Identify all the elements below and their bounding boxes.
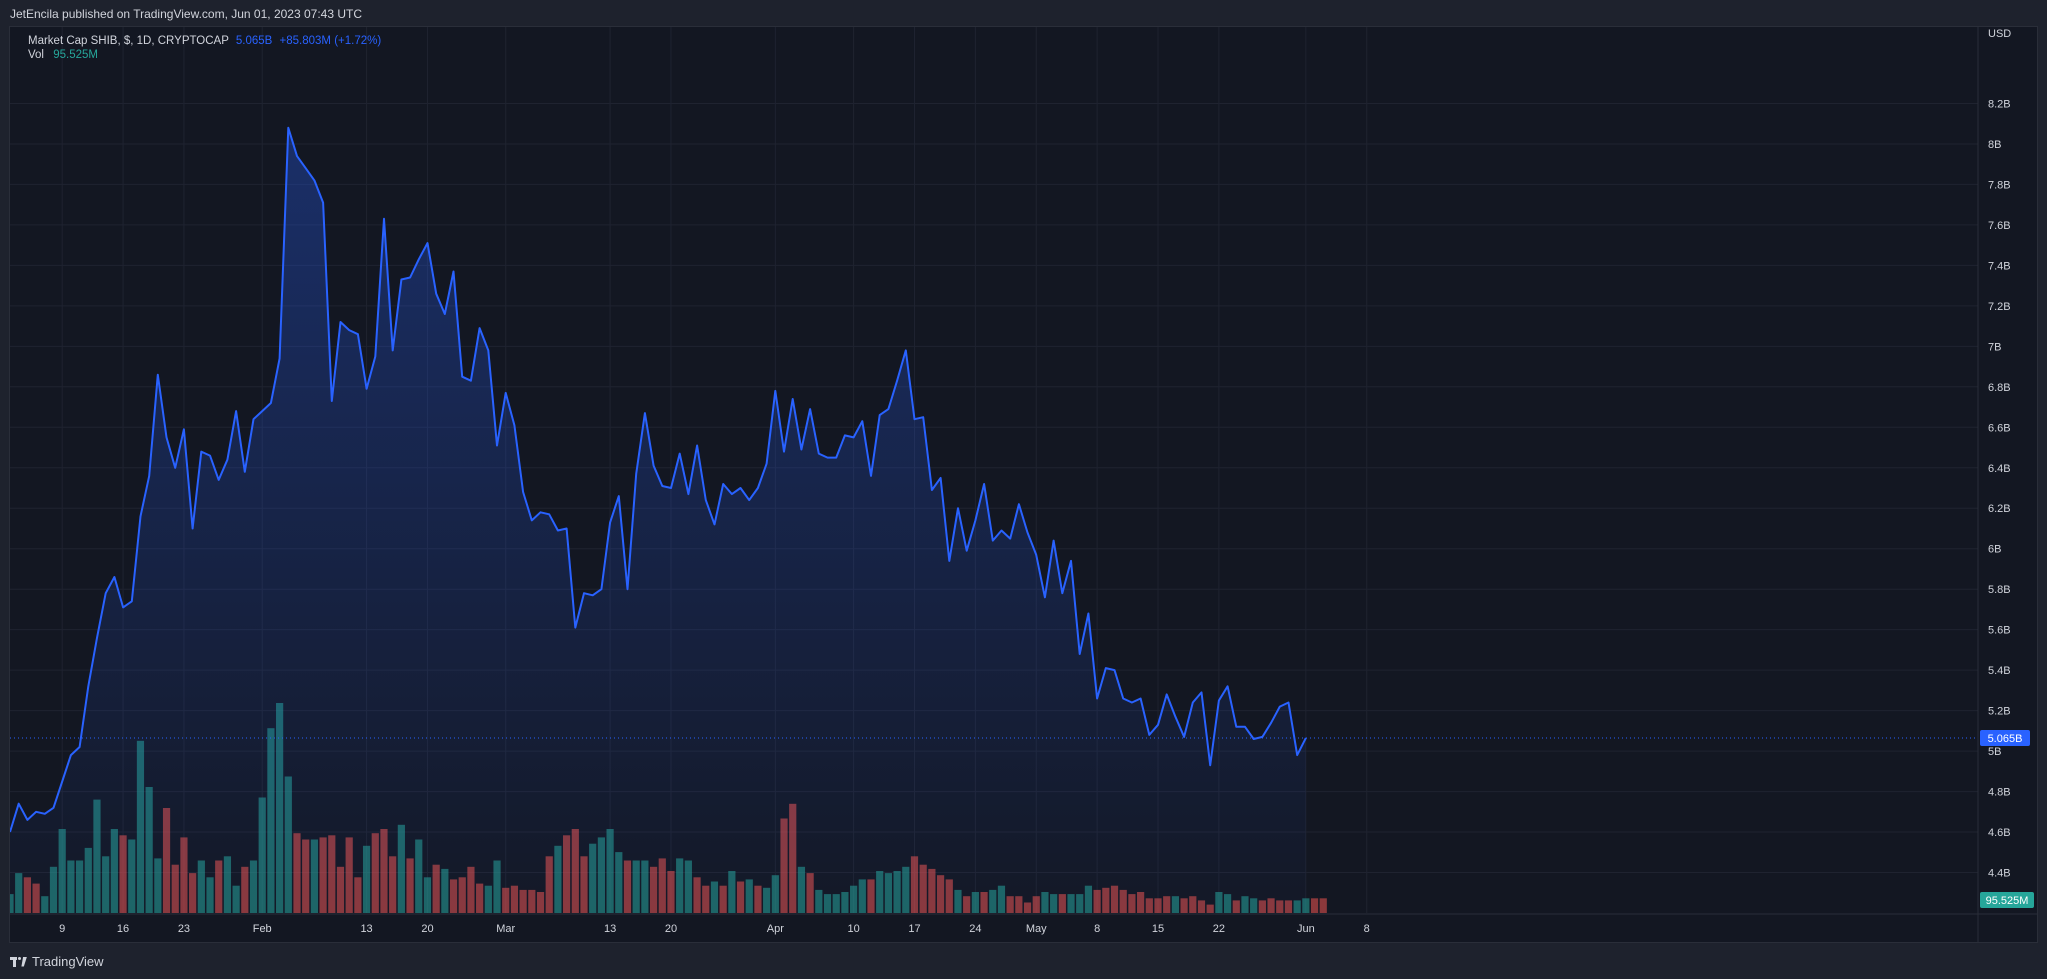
x-tick-label: Apr <box>767 923 784 935</box>
last-volume-tag <box>1980 892 2034 908</box>
tradingview-logo-icon <box>10 956 27 967</box>
tradingview-footer: TradingView <box>10 954 104 969</box>
y-tick-label: 6.4B <box>1988 463 2011 475</box>
y-tick-label: 7.2B <box>1988 301 2011 313</box>
y-tick-label: 5.2B <box>1988 706 2011 718</box>
last-volume-label: 95.525M <box>1986 895 2029 907</box>
x-tick-label: 10 <box>847 923 859 935</box>
x-tick-label: 20 <box>421 923 433 935</box>
y-tick-label: 4.8B <box>1988 787 2011 799</box>
y-tick-label: 5.6B <box>1988 625 2011 637</box>
x-tick-label: 8 <box>1094 923 1100 935</box>
x-tick-label: 23 <box>178 923 190 935</box>
x-tick-label: Jun <box>1297 923 1315 935</box>
x-tick-label: 15 <box>1152 923 1164 935</box>
volume-title: Vol <box>28 49 44 61</box>
y-tick-label: 7B <box>1988 341 2001 353</box>
y-tick-label: 5.4B <box>1988 665 2011 677</box>
volume-legend: Vol 95.525M <box>28 49 98 61</box>
last-price-label: 5.065B <box>1988 733 2023 745</box>
y-tick-label: 5.8B <box>1988 584 2011 596</box>
published-credit: JetEncila published on TradingView.com, … <box>10 7 362 21</box>
y-tick-label: 6.6B <box>1988 422 2011 434</box>
last-price-tag <box>1980 729 2030 746</box>
volume-bar <box>1310 898 1319 913</box>
x-tick-label: Feb <box>253 923 272 935</box>
y-tick-label: 4.4B <box>1988 868 2011 880</box>
volume-bar <box>1319 898 1327 913</box>
y-tick-label: 4.6B <box>1988 827 2011 839</box>
main-series-title: Market Cap SHIB, $, 1D, CRYPTOCAP <box>28 35 229 47</box>
x-tick-label: 22 <box>1213 923 1225 935</box>
x-tick-label: 24 <box>969 923 981 935</box>
x-tick-label: 16 <box>117 923 129 935</box>
price-line <box>10 126 1307 833</box>
x-tick-label: 9 <box>59 923 65 935</box>
price-area-fill <box>10 127 1306 914</box>
tradingview-brand: TradingView <box>32 954 104 969</box>
main-series-value: 5.065B <box>235 35 273 47</box>
x-tick-label: 13 <box>360 923 372 935</box>
x-tick-label: 8 <box>1364 923 1370 935</box>
y-tick-label: 6B <box>1988 544 2001 556</box>
y-tick-label: 7.4B <box>1988 260 2011 272</box>
y-tick-label: 6.2B <box>1988 503 2011 515</box>
x-tick-label: 20 <box>665 923 677 935</box>
price-chart[interactable]: 8.2B 8B 7.8B 7.6B 7.4B 7.2B 7B 6.8B 6.6B 6.4B 6.2B… <box>10 27 2037 942</box>
main-series-legend: Market Cap SHIB, $, 1D, CRYPTOCAP 5.065B… <box>28 35 381 47</box>
x-tick-label: Mar <box>496 923 515 935</box>
x-tick-label: May <box>1026 923 1047 935</box>
y-tick-label: 8B <box>1988 139 2001 151</box>
x-tick-label: 13 <box>604 923 616 935</box>
y-tick-label: 8.2B <box>1988 98 2011 110</box>
y-tick-label: 7.8B <box>1988 179 2011 191</box>
y-tick-label: 5B <box>1988 746 2001 758</box>
currency-label: USD <box>1988 28 2011 40</box>
y-tick-label: 6.8B <box>1988 382 2011 394</box>
chart-pane[interactable]: 8.2B 8B 7.8B 7.6B 7.4B 7.2B 7B 6.8B 6.6B 6.4B 6.2B… <box>9 26 2038 943</box>
main-series-change: +85.803M (+1.72%) <box>279 35 382 47</box>
volume-value: 95.525M <box>53 49 98 61</box>
y-tick-label: 7.6B <box>1988 220 2011 232</box>
x-tick-label: 17 <box>908 923 920 935</box>
